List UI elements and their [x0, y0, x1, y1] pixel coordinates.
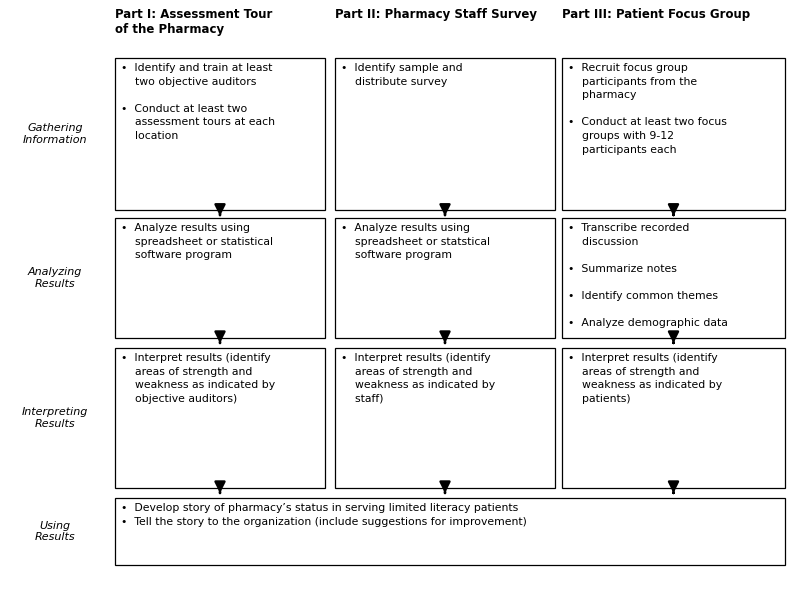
Text: Analyzing
Results: Analyzing Results [28, 267, 82, 289]
Text: •  Identify and train at least
    two objective auditors

•  Conduct at least t: • Identify and train at least two object… [121, 63, 275, 141]
Bar [115, 58, 325, 210]
Text: Part I: Assessment Tour
of the Pharmacy: Part I: Assessment Tour of the Pharmacy [115, 8, 272, 36]
Text: •  Interpret results (identify
    areas of strength and
    weakness as indicat: • Interpret results (identify areas of s… [568, 353, 722, 404]
Text: •  Transcribe recorded
    discussion

•  Summarize notes

•  Identify common th: • Transcribe recorded discussion • Summa… [568, 223, 728, 328]
Text: Interpreting
Results: Interpreting Results [22, 407, 89, 429]
Text: •  Analyze results using
    spreadsheet or statistical
    software program: • Analyze results using spreadsheet or s… [121, 223, 273, 260]
Text: •  Interpret results (identify
    areas of strength and
    weakness as indicat: • Interpret results (identify areas of s… [121, 353, 275, 404]
Bar [115, 498, 785, 565]
Text: Part II: Pharmacy Staff Survey: Part II: Pharmacy Staff Survey [335, 8, 537, 21]
Text: •  Interpret results (identify
    areas of strength and
    weakness as indicat: • Interpret results (identify areas of s… [341, 353, 495, 404]
Bar [335, 58, 555, 210]
Text: Using
Results: Using Results [34, 521, 75, 542]
Bar [115, 348, 325, 488]
Bar [335, 218, 555, 338]
Text: Part III: Patient Focus Group: Part III: Patient Focus Group [562, 8, 750, 21]
Bar [562, 218, 785, 338]
Bar [562, 58, 785, 210]
Text: •  Analyze results using
    spreadsheet or statstical
    software program: • Analyze results using spreadsheet or s… [341, 223, 490, 260]
Bar [562, 348, 785, 488]
Text: Gathering
Information: Gathering Information [23, 123, 87, 145]
Bar [115, 218, 325, 338]
Bar [335, 348, 555, 488]
Text: •  Recruit focus group
    participants from the
    pharmacy

•  Conduct at lea: • Recruit focus group participants from … [568, 63, 727, 155]
Text: •  Develop story of pharmacy’s status in serving limited literacy patients
•  Te: • Develop story of pharmacy’s status in … [121, 503, 527, 527]
Text: •  Identify sample and
    distribute survey: • Identify sample and distribute survey [341, 63, 463, 86]
